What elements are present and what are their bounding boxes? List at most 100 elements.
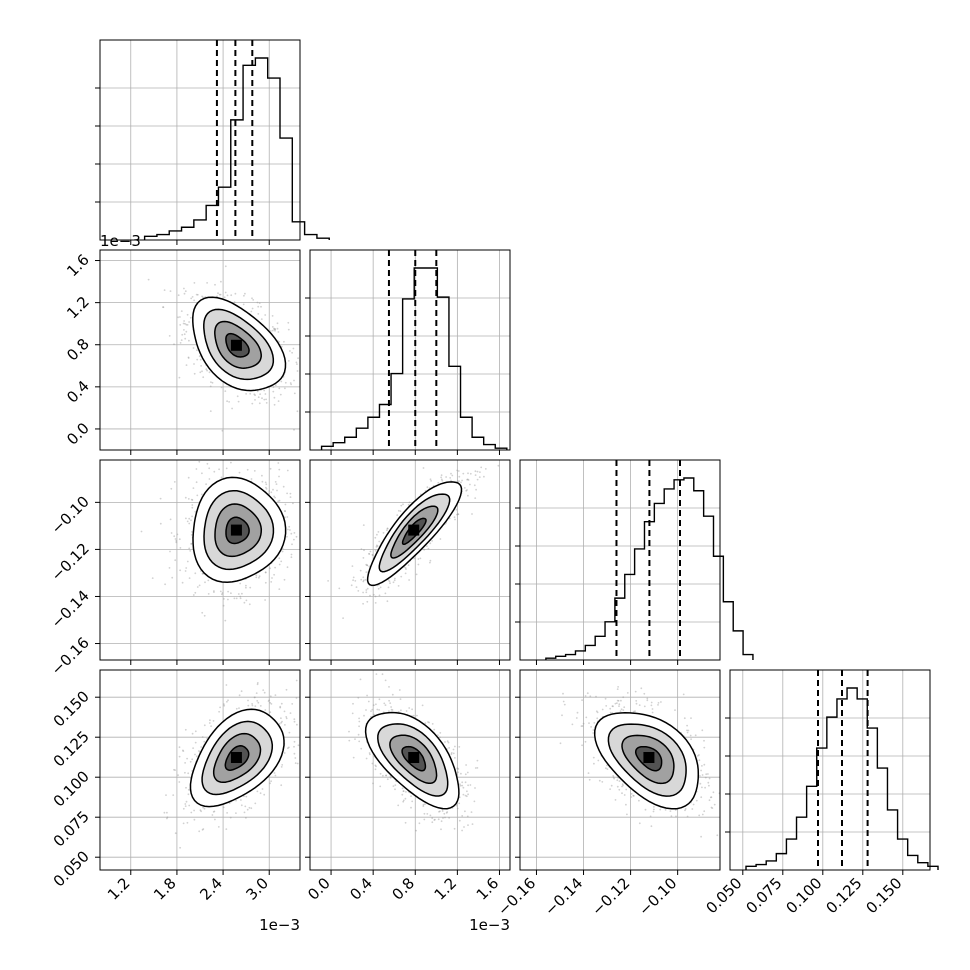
data-point (263, 398, 266, 401)
data-point (240, 804, 243, 807)
data-point (408, 579, 410, 581)
data-point (221, 592, 224, 594)
data-point (237, 593, 240, 595)
data-point (286, 535, 288, 538)
data-point (279, 705, 282, 708)
data-point (408, 501, 411, 504)
data-point (273, 495, 275, 498)
data-point (427, 721, 429, 723)
data-point (280, 721, 283, 724)
data-point (362, 602, 364, 605)
data-point (301, 732, 303, 734)
data-point (271, 315, 274, 317)
data-point (458, 802, 461, 805)
data-point (220, 476, 223, 479)
data-point (426, 545, 428, 547)
contour-line (203, 308, 275, 381)
data-point (562, 700, 565, 703)
data-point (669, 810, 672, 812)
data-point (194, 591, 197, 594)
data-point (163, 289, 166, 291)
data-point (170, 532, 173, 534)
data-point (456, 513, 458, 516)
data-point (474, 474, 477, 476)
data-point (200, 365, 203, 367)
data-point (265, 486, 267, 489)
data-point (297, 357, 299, 360)
data-point (365, 563, 368, 566)
data-point (188, 339, 190, 342)
contour-line (201, 720, 274, 796)
data-point (213, 810, 216, 813)
data-point (206, 369, 209, 372)
data-point (179, 342, 182, 344)
data-point (255, 692, 258, 694)
data-point (225, 828, 228, 830)
data-point (187, 772, 190, 775)
data-point (270, 581, 273, 583)
data-point (256, 390, 259, 393)
data-point (248, 806, 251, 809)
data-point (694, 734, 697, 737)
data-point (430, 480, 432, 482)
data-point (374, 595, 377, 598)
data-point (183, 287, 185, 290)
data-point (284, 724, 286, 726)
data-point (429, 559, 432, 562)
contour-line (401, 745, 427, 772)
data-point (228, 802, 231, 804)
data-point (245, 586, 247, 589)
scatter-panel-4-1 (95, 669, 303, 875)
data-point (184, 570, 187, 572)
data-point (476, 767, 479, 769)
data-point (451, 474, 454, 477)
data-point (388, 686, 390, 688)
data-point (461, 784, 464, 787)
data-point (274, 694, 277, 696)
data-point (269, 467, 272, 470)
data-point (269, 782, 271, 785)
data-point (398, 689, 401, 691)
data-point (407, 564, 410, 567)
data-point (366, 564, 368, 567)
data-point (458, 475, 461, 478)
data-point (284, 510, 286, 512)
data-point (178, 376, 181, 379)
data-point (473, 484, 476, 487)
data-point (418, 822, 421, 825)
data-point (181, 333, 184, 336)
data-point (224, 390, 227, 392)
data-point (274, 496, 276, 499)
data-point (286, 566, 289, 569)
data-point (186, 324, 189, 326)
data-point (238, 471, 241, 474)
data-point (228, 401, 231, 403)
data-point (244, 292, 246, 295)
data-point (423, 548, 426, 551)
data-point (290, 556, 293, 559)
data-point (365, 709, 367, 711)
data-point (295, 535, 298, 538)
data-point (220, 280, 222, 283)
data-point (287, 321, 290, 324)
data-point (264, 571, 267, 574)
data-point (194, 510, 197, 513)
data-point (193, 363, 195, 365)
data-point (277, 400, 280, 402)
data-point (278, 557, 281, 560)
data-point (190, 534, 193, 536)
data-point (449, 477, 452, 479)
data-point (190, 811, 193, 814)
data-point (385, 774, 388, 777)
data-point (243, 811, 246, 814)
data-point (686, 729, 688, 732)
data-point (479, 471, 481, 473)
data-point (168, 567, 171, 569)
data-point (429, 542, 432, 545)
data-point (311, 537, 313, 539)
contour-line (224, 745, 250, 771)
data-point (457, 513, 459, 516)
data-point (183, 329, 185, 331)
data-point (383, 702, 386, 705)
data-point (203, 807, 206, 810)
